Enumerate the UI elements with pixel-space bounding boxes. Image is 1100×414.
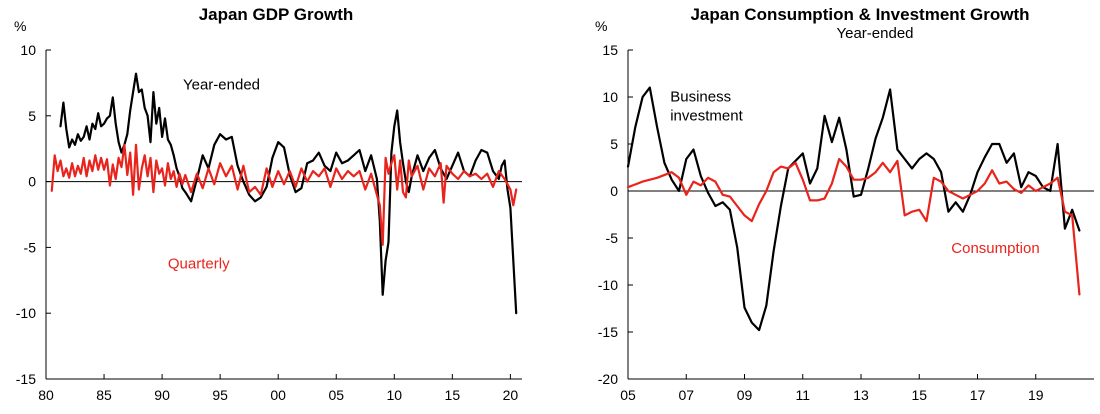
chart-subtitle: Year-ended — [836, 25, 913, 42]
series-label-line: Consumption — [951, 240, 1039, 257]
y-tick-label: -5 — [606, 230, 619, 246]
y-tick-label: -15 — [16, 371, 36, 387]
x-tick-label: 95 — [212, 387, 228, 403]
chart-title: Japan Consumption & Investment Growth — [690, 5, 1029, 24]
y-tick-label: -10 — [598, 277, 618, 293]
x-tick-label: 15 — [445, 387, 461, 403]
x-tick-label: 80 — [38, 387, 54, 403]
series-line-quarterly — [50, 143, 518, 246]
y-tick-label: -15 — [598, 324, 618, 340]
series-label-consumption: Consumption — [951, 240, 1039, 257]
x-tick-label: 05 — [328, 387, 344, 403]
x-tick-label: 20 — [503, 387, 519, 403]
y-tick-label: 15 — [602, 42, 618, 58]
y-axis-unit: % — [14, 18, 26, 34]
series-label-business-investment: Business investment — [670, 89, 743, 125]
series-label-year-ended: Year-ended — [183, 76, 260, 93]
y-tick-label: -20 — [598, 371, 618, 387]
y-tick-label: 5 — [610, 136, 618, 152]
y-tick-label: 10 — [20, 42, 36, 58]
x-tick-label: 10 — [387, 387, 403, 403]
y-tick-label: 0 — [28, 174, 36, 190]
y-tick-label: 0 — [610, 183, 618, 199]
series-label-quarterly: Quarterly — [168, 255, 230, 272]
y-tick-label: 5 — [28, 108, 36, 124]
y-tick-label: -5 — [24, 239, 37, 255]
x-tick-label: 17 — [970, 387, 986, 403]
y-axis-unit: % — [595, 18, 607, 34]
x-tick-label: 05 — [620, 387, 636, 403]
y-tick-label: -10 — [16, 305, 36, 321]
series-label-line: Quarterly — [168, 255, 230, 272]
x-tick-label: 19 — [1028, 387, 1044, 403]
x-tick-label: 15 — [911, 387, 927, 403]
x-tick-label: 90 — [154, 387, 170, 403]
series-label-line: investment — [670, 108, 743, 125]
consumption-investment-chart: Japan Consumption & Investment Growth Ye… — [550, 0, 1100, 414]
series-line-year-ended — [59, 72, 518, 315]
x-tick-label: 09 — [737, 387, 753, 403]
x-tick-label: 11 — [795, 387, 810, 403]
x-tick-label: 13 — [853, 387, 869, 403]
gdp-growth-chart: Japan GDP Growth % 10 5 0 -5 -10 -15 80 85 90 95 0… — [14, 5, 522, 403]
x-tick-label: 07 — [678, 387, 694, 403]
consumption-investment-chart-canvas: Japan Consumption & Investment Growth Ye… — [595, 5, 1094, 403]
series-line-consumption — [626, 157, 1081, 296]
series-label-line: Business — [670, 89, 731, 106]
y-tick-label: 10 — [602, 89, 618, 105]
chart-title: Japan GDP Growth — [199, 5, 354, 24]
x-tick-label: 85 — [96, 387, 112, 403]
series-label-line: Year-ended — [183, 76, 260, 93]
x-tick-label: 00 — [270, 387, 286, 403]
